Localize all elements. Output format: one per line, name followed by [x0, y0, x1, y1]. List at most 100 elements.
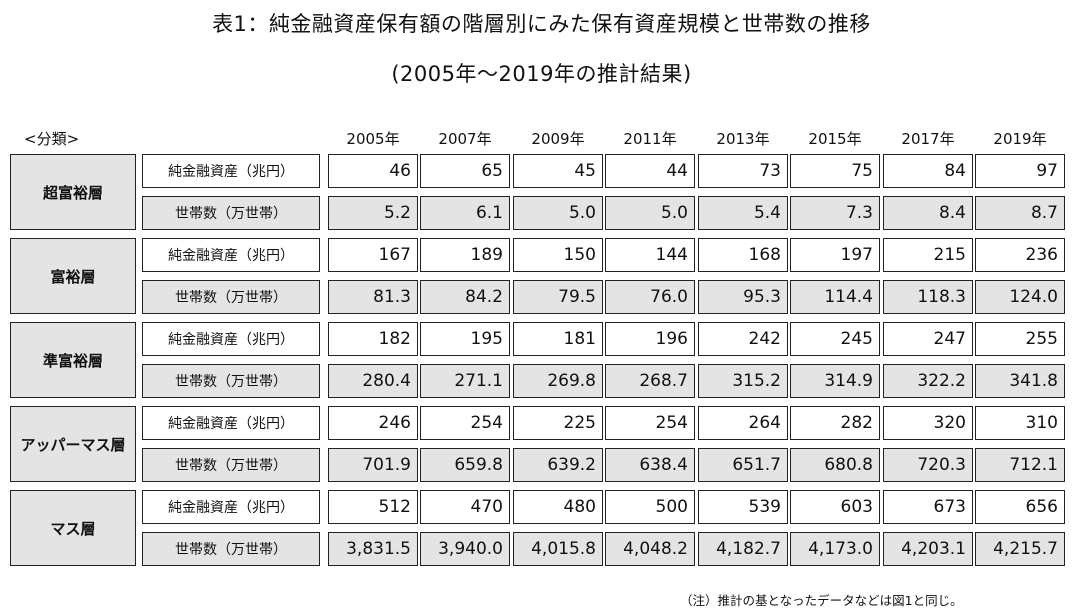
asset-value-cell: 254 — [605, 406, 695, 440]
household-value-cell: 3,831.5 — [328, 532, 418, 566]
household-value-cell: 7.3 — [790, 196, 880, 230]
household-value-cell: 701.9 — [328, 448, 418, 482]
household-value-cell: 639.2 — [513, 448, 603, 482]
household-value-cell: 76.0 — [605, 280, 695, 314]
household-value-cell: 8.4 — [883, 196, 973, 230]
row-label-households: 世帯数（万世帯） — [142, 532, 320, 566]
page-title: 表1：純金融資産保有額の階層別にみた保有資産規模と世帯数の推移 — [212, 12, 871, 36]
asset-value-cell: 150 — [513, 238, 603, 272]
asset-value-cell: 254 — [420, 406, 510, 440]
asset-value-cell: 656 — [975, 490, 1065, 524]
row-label-households: 世帯数（万世帯） — [142, 280, 320, 314]
household-value-cell: 4,048.2 — [605, 532, 695, 566]
household-value-cell: 79.5 — [513, 280, 603, 314]
household-value-cell: 5.2 — [328, 196, 418, 230]
household-value-cell: 4,203.1 — [883, 532, 973, 566]
group-label: 超富裕層 — [10, 154, 136, 230]
household-value-cell: 322.2 — [883, 364, 973, 398]
year-header-3: 2011年 — [623, 130, 677, 148]
row-label-households: 世帯数（万世帯） — [142, 448, 320, 482]
household-value-cell: 314.9 — [790, 364, 880, 398]
asset-value-cell: 189 — [420, 238, 510, 272]
year-header-6: 2017年 — [901, 130, 955, 148]
asset-value-cell: 264 — [698, 406, 788, 440]
asset-value-cell: 168 — [698, 238, 788, 272]
household-value-cell: 680.8 — [790, 448, 880, 482]
household-value-cell: 659.8 — [420, 448, 510, 482]
household-value-cell: 124.0 — [975, 280, 1065, 314]
group-label: 準富裕層 — [10, 322, 136, 398]
household-value-cell: 5.0 — [513, 196, 603, 230]
asset-value-cell: 225 — [513, 406, 603, 440]
household-value-cell: 720.3 — [883, 448, 973, 482]
year-header-5: 2015年 — [808, 130, 862, 148]
household-value-cell: 4,173.0 — [790, 532, 880, 566]
household-value-cell: 95.3 — [698, 280, 788, 314]
group-label: アッパーマス層 — [10, 406, 136, 482]
row-label-assets: 純金融資産（兆円） — [142, 490, 320, 524]
household-value-cell: 271.1 — [420, 364, 510, 398]
asset-value-cell: 282 — [790, 406, 880, 440]
asset-value-cell: 320 — [883, 406, 973, 440]
group-label: 富裕層 — [10, 238, 136, 314]
asset-value-cell: 75 — [790, 154, 880, 188]
row-label-households: 世帯数（万世帯） — [142, 364, 320, 398]
asset-value-cell: 97 — [975, 154, 1065, 188]
household-value-cell: 118.3 — [883, 280, 973, 314]
asset-value-cell: 470 — [420, 490, 510, 524]
year-header-7: 2019年 — [993, 130, 1047, 148]
household-value-cell: 638.4 — [605, 448, 695, 482]
group-label: マス層 — [10, 490, 136, 566]
household-value-cell: 8.7 — [975, 196, 1065, 230]
household-value-cell: 3,940.0 — [420, 532, 510, 566]
household-value-cell: 6.1 — [420, 196, 510, 230]
household-value-cell: 651.7 — [698, 448, 788, 482]
asset-value-cell: 603 — [790, 490, 880, 524]
household-value-cell: 341.8 — [975, 364, 1065, 398]
asset-value-cell: 245 — [790, 322, 880, 356]
household-value-cell: 81.3 — [328, 280, 418, 314]
asset-value-cell: 182 — [328, 322, 418, 356]
row-label-households: 世帯数（万世帯） — [142, 196, 320, 230]
row-label-assets: 純金融資産（兆円） — [142, 238, 320, 272]
household-value-cell: 5.0 — [605, 196, 695, 230]
asset-value-cell: 480 — [513, 490, 603, 524]
asset-value-cell: 246 — [328, 406, 418, 440]
household-value-cell: 269.8 — [513, 364, 603, 398]
asset-value-cell: 500 — [605, 490, 695, 524]
asset-value-cell: 45 — [513, 154, 603, 188]
page-subtitle: (2005年〜2019年の推計結果) — [391, 62, 692, 86]
row-label-assets: 純金融資産（兆円） — [142, 322, 320, 356]
asset-value-cell: 236 — [975, 238, 1065, 272]
asset-value-cell: 673 — [883, 490, 973, 524]
asset-value-cell: 84 — [883, 154, 973, 188]
year-header-4: 2013年 — [716, 130, 770, 148]
asset-value-cell: 73 — [698, 154, 788, 188]
asset-value-cell: 167 — [328, 238, 418, 272]
household-value-cell: 4,015.8 — [513, 532, 603, 566]
asset-value-cell: 195 — [420, 322, 510, 356]
household-value-cell: 280.4 — [328, 364, 418, 398]
household-value-cell: 712.1 — [975, 448, 1065, 482]
household-value-cell: 4,215.7 — [975, 532, 1065, 566]
household-value-cell: 84.2 — [420, 280, 510, 314]
year-header-0: 2005年 — [346, 130, 400, 148]
asset-value-cell: 197 — [790, 238, 880, 272]
asset-value-cell: 310 — [975, 406, 1065, 440]
asset-value-cell: 44 — [605, 154, 695, 188]
asset-value-cell: 255 — [975, 322, 1065, 356]
year-header-1: 2007年 — [438, 130, 492, 148]
asset-value-cell: 247 — [883, 322, 973, 356]
asset-value-cell: 181 — [513, 322, 603, 356]
asset-value-cell: 144 — [605, 238, 695, 272]
year-header-2: 2009年 — [531, 130, 585, 148]
row-label-assets: 純金融資産（兆円） — [142, 406, 320, 440]
asset-value-cell: 539 — [698, 490, 788, 524]
asset-value-cell: 65 — [420, 154, 510, 188]
asset-value-cell: 215 — [883, 238, 973, 272]
household-value-cell: 4,182.7 — [698, 532, 788, 566]
household-value-cell: 5.4 — [698, 196, 788, 230]
asset-value-cell: 196 — [605, 322, 695, 356]
footnote: （注）推計の基となったデータなどは図1と同じ。 — [680, 593, 963, 608]
household-value-cell: 268.7 — [605, 364, 695, 398]
